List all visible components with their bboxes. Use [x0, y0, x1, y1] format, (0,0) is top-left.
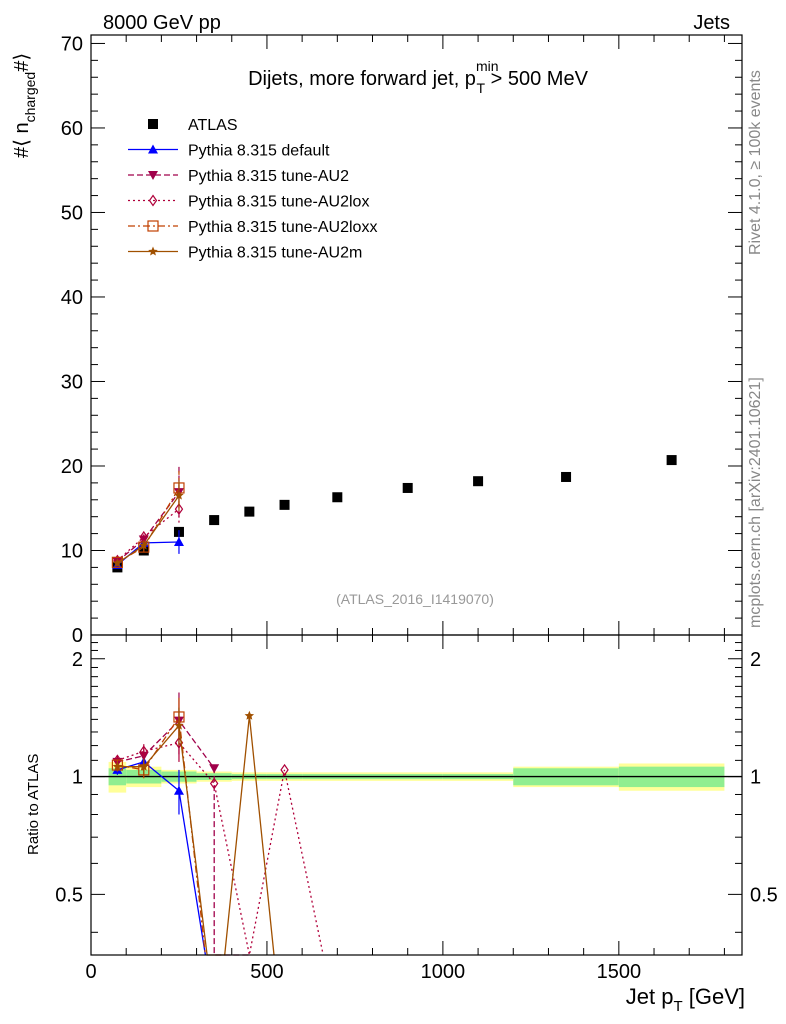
ylabel-sub: charged	[22, 72, 38, 123]
ratio-y-tick-label: 0.5	[55, 884, 83, 906]
legend-entry-4: Pythia 8.315 tune-AU2loxx	[128, 219, 377, 236]
main-axes: 0 10 20 30 40 50 60 70	[61, 33, 742, 647]
series-5	[112, 480, 184, 568]
legend-label: Pythia 8.315 default	[188, 143, 330, 160]
y-tick-label: 60	[61, 118, 83, 140]
legend-entry-0: ATLAS	[148, 117, 238, 134]
y-tick-label: 40	[61, 287, 83, 309]
main-data-layer	[111, 455, 677, 573]
data-point	[174, 503, 184, 516]
title-sub: T	[477, 80, 486, 96]
ratio-point	[209, 764, 220, 774]
xlabel-sub: T	[673, 998, 682, 1015]
data-point	[111, 556, 123, 568]
ratio-point	[173, 785, 184, 795]
title-tail: > 500 MeV	[485, 68, 589, 90]
ratio-point	[209, 777, 219, 790]
header-left: 8000 GeV pp	[103, 12, 221, 34]
ratio-point	[112, 761, 123, 771]
legend-label: Pythia 8.315 tune-AU2	[188, 168, 349, 185]
legend-label: Pythia 8.315 tune-AU2loxx	[188, 219, 377, 236]
ratio-line	[117, 719, 250, 956]
series-line	[116, 508, 180, 562]
data-point	[173, 537, 184, 547]
legend: ATLAS Pythia 8.315 default Pythia 8.315 tu…	[128, 117, 377, 262]
y-tick-label: 50	[61, 202, 83, 224]
title-main: Dijets, more forward jet, p	[248, 68, 476, 90]
ratio-point	[280, 763, 289, 776]
data-point	[139, 540, 149, 550]
legend-entry-2: Pythia 8.315 tune-AU2	[128, 168, 349, 185]
data-point	[402, 482, 413, 493]
y-tick-label: 30	[61, 371, 83, 393]
legend-marker	[148, 171, 158, 180]
legend-label: Pythia 8.315 tune-AU2lox	[188, 194, 369, 211]
y-tick-label: 0	[72, 625, 83, 647]
ratio-frame	[90, 634, 743, 956]
ratio-ylabel: Ratio to ATLAS	[25, 754, 42, 855]
ratio-data-layer	[91, 692, 742, 956]
legend-label: Pythia 8.315 tune-AU2m	[188, 245, 362, 262]
x-tick-label: 500	[250, 961, 283, 983]
data-point	[112, 558, 123, 568]
ratio-y-tick-label-right: 0.5	[750, 884, 778, 906]
ratio-y-tick-label-right: 1	[750, 767, 761, 789]
data-point	[561, 471, 572, 482]
ratio-panel: 0.5 0.5 1 1 2 2 0 500 1000 1500 Ratio to ATLAS Je…	[25, 634, 778, 1015]
legend-marker	[148, 194, 158, 207]
rivet-label: Rivet 4.1.0, ≥ 100k events	[747, 70, 764, 255]
ratio-line	[117, 761, 207, 956]
ratio-point	[139, 745, 149, 758]
y-tick-label: 20	[61, 456, 83, 478]
data-point	[209, 515, 220, 526]
title-sup: min	[476, 58, 499, 74]
legend-marker	[148, 144, 158, 154]
x-tick-label: 0	[85, 961, 96, 983]
main-panel: 0 10 20 30 40 50 60 70 (ATLAS_2016_I1419070) Di…	[11, 33, 743, 647]
ratio-point	[139, 761, 149, 771]
legend-marker	[148, 119, 158, 129]
legend-marker	[147, 220, 159, 232]
watermark: (ATLAS_2016_I1419070)	[336, 591, 494, 607]
ratio-y-tick-label: 2	[72, 649, 83, 671]
ratio-point	[244, 710, 255, 720]
xlabel-tail: [GeV]	[683, 984, 745, 1009]
ylabel-post: #⟩	[11, 53, 33, 72]
header-right: Jets	[693, 12, 730, 34]
ratio-line	[117, 742, 324, 956]
mcplots-label: mcplots.cern.ch [arXiv:2401.10621]	[747, 377, 764, 628]
data-point	[473, 476, 484, 487]
ratio-point	[174, 720, 184, 730]
ratio-axes: 0.5 0.5 1 1 2 2 0 500 1000 1500	[55, 635, 778, 983]
x-axis-label: Jet pT [GeV]	[626, 984, 745, 1015]
data-point	[244, 506, 255, 517]
xlabel-main: Jet p	[626, 984, 674, 1009]
y-tick-label: 10	[61, 540, 83, 562]
x-tick-label: 1000	[421, 961, 466, 983]
main-title: Dijets, more forward jet, pmin T > 500 Me…	[248, 58, 588, 96]
series-0	[112, 455, 677, 573]
main-ylabel: #⟨ ncharged#⟩	[11, 53, 38, 158]
data-point	[174, 490, 184, 500]
ratio-series-4	[112, 707, 275, 956]
legend-entry-1: Pythia 8.315 default	[128, 143, 330, 160]
data-point	[279, 499, 290, 510]
ratio-y-tick-label: 1	[72, 767, 83, 789]
ratio-y-tick-label-right: 2	[750, 649, 761, 671]
data-point	[666, 455, 677, 466]
y-tick-label: 70	[61, 33, 83, 55]
legend-entry-3: Pythia 8.315 tune-AU2lox	[128, 194, 369, 211]
x-tick-label: 1500	[597, 961, 642, 983]
ylabel-pre: #⟨ n	[11, 122, 33, 158]
legend-marker	[148, 246, 158, 256]
legend-entry-5: Pythia 8.315 tune-AU2m	[128, 245, 362, 262]
data-point	[332, 492, 343, 503]
legend-label: ATLAS	[188, 117, 238, 134]
